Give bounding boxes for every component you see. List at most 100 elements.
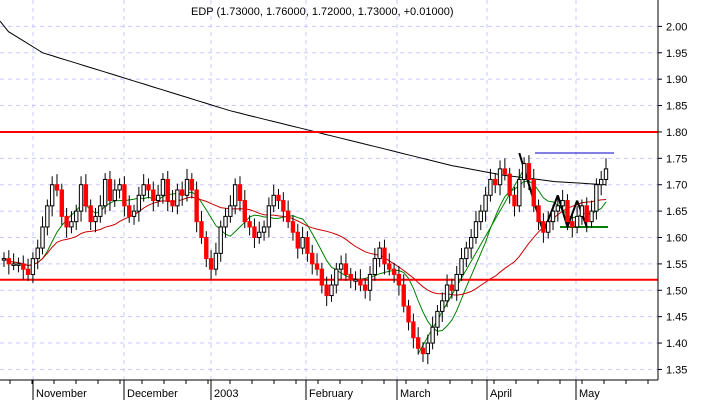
y-tick-label: 1.85 [666, 101, 687, 113]
candle-body [324, 284, 329, 297]
candle-body [435, 310, 440, 328]
candle-body [555, 205, 561, 212]
candle-body [232, 184, 238, 207]
candle-body [117, 184, 122, 191]
candle-body [464, 247, 469, 260]
candle-body [6, 258, 12, 265]
x-tick-label: May [579, 388, 600, 400]
candle-body [541, 221, 546, 233]
y-tick-label: 1.40 [666, 338, 687, 350]
candle-body [237, 184, 243, 202]
candle-body [45, 205, 50, 228]
candle-body [78, 184, 84, 212]
candle-body [589, 210, 594, 223]
candle-body [266, 205, 272, 228]
y-tick-label: 1.45 [666, 312, 687, 324]
candle-body [11, 263, 16, 266]
y-tick-label: 1.95 [666, 48, 687, 60]
x-tick-label: December [127, 388, 178, 400]
candle-body [310, 252, 315, 265]
x-tick-label: February [309, 388, 354, 400]
candle-body [223, 215, 228, 228]
candle-body [127, 205, 132, 217]
candle-body [83, 184, 89, 207]
candle-body [570, 221, 575, 228]
candle-body [64, 215, 69, 228]
candle-body [281, 200, 286, 212]
y-tick-label: 1.80 [666, 127, 687, 139]
candle-body [488, 178, 493, 196]
candle-body [401, 284, 406, 307]
candle-body [204, 237, 209, 260]
candle-body [261, 226, 267, 233]
x-tick-label: March [400, 388, 431, 400]
candle-body [54, 184, 60, 191]
y-tick-label: 1.65 [666, 206, 687, 218]
candle-body [579, 205, 585, 217]
candle-body [242, 200, 247, 223]
candle-body [367, 273, 373, 291]
candle-body [213, 252, 219, 270]
candle-body [180, 189, 185, 196]
plot-background [0, 0, 658, 380]
y-tick-label: 1.50 [666, 285, 687, 297]
y-tick-label: 2.00 [666, 21, 687, 33]
candle-body [131, 210, 137, 217]
candle-body [526, 163, 532, 180]
candle-body [396, 273, 402, 286]
candle-body [228, 205, 233, 217]
y-tick-label: 1.55 [666, 259, 687, 271]
candle-body [536, 205, 541, 223]
candle-body [189, 178, 195, 191]
candle-body [430, 326, 435, 344]
candle-body [30, 258, 36, 275]
candle-body [425, 342, 430, 355]
candle-body [98, 205, 103, 217]
candle-body [285, 210, 291, 223]
candle-body [160, 178, 166, 196]
candle-body [290, 221, 296, 233]
candle-body [146, 184, 151, 191]
candles [1, 155, 609, 365]
candle-body [136, 194, 142, 212]
candle-body [107, 178, 113, 202]
candle-body [449, 284, 455, 291]
candle-body [497, 168, 503, 186]
candle-body [473, 221, 479, 239]
x-tick-label: November [36, 388, 87, 400]
candle-body [468, 237, 474, 249]
candle-body [93, 215, 98, 223]
candle-body [406, 305, 411, 323]
candle-body [21, 263, 26, 270]
candle-body [276, 194, 281, 202]
candle-body [300, 237, 305, 249]
candle-body [102, 178, 108, 207]
candle-body [598, 178, 604, 186]
candle-body [271, 194, 276, 207]
candle-body [208, 258, 214, 270]
x-axis-ticks: November December 2003 February March April Ma… [9, 380, 649, 400]
candle-body [459, 258, 464, 275]
candle-body [69, 221, 74, 228]
candle-body [363, 284, 368, 291]
candle-body [521, 163, 527, 180]
candle-body [175, 189, 180, 207]
candle-body [411, 321, 416, 339]
candle-body [353, 279, 358, 282]
candle-body [305, 237, 310, 254]
candle-body [348, 273, 353, 281]
candle-body [35, 247, 40, 260]
candle-body [165, 178, 170, 202]
candle-body [295, 231, 300, 249]
candle-body [319, 268, 325, 286]
candle-body [584, 205, 589, 223]
y-tick-label: 1.90 [666, 74, 687, 86]
candle-body [550, 210, 556, 223]
candle-body [334, 268, 339, 286]
candle-body [560, 200, 565, 207]
x-tick-label: 2003 [214, 388, 238, 400]
candle-body [420, 347, 426, 355]
candle-body [415, 337, 421, 349]
candle-body [252, 226, 257, 238]
candle-body [372, 258, 378, 275]
